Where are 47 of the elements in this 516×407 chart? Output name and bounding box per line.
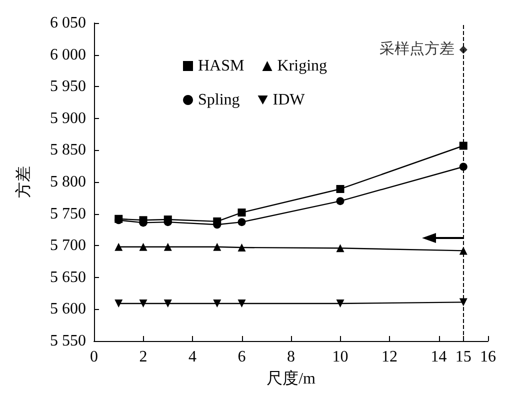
legend-label: IDW — [272, 92, 306, 108]
point — [336, 299, 344, 308]
point — [238, 244, 246, 252]
legend-label: Spling — [198, 92, 240, 108]
x-axis-title: 尺度/m — [266, 370, 316, 388]
point — [114, 242, 123, 251]
x-tick-label: 6 — [238, 348, 246, 366]
y-tick-label: 5 550 — [50, 332, 86, 350]
y-tick-label: 5 650 — [50, 268, 86, 286]
point — [238, 218, 246, 226]
x-tick-label: 10 — [332, 348, 348, 366]
x-tick-label: 4 — [188, 348, 196, 366]
y-tick-label: 5 700 — [50, 237, 86, 254]
point — [336, 197, 344, 206]
y-tick-label: 6 050 — [50, 14, 86, 32]
point — [459, 46, 468, 54]
y-tick-label: 5 750 — [50, 205, 86, 222]
legend-label: HASM — [198, 58, 244, 74]
point — [139, 299, 148, 308]
y-tick-label: 6 000 — [50, 46, 86, 64]
x-tick-label: 16 — [480, 348, 496, 366]
point — [336, 244, 344, 252]
y-tick-label: 5 950 — [50, 78, 86, 96]
series-label: 采样点方差 — [379, 40, 454, 58]
legend-label: Kriging — [277, 58, 328, 74]
y-axis-title: 方差 — [14, 166, 32, 198]
y-tick-label: 5 600 — [50, 300, 86, 318]
x-tick-label: 8 — [287, 348, 295, 366]
x-tick-label: 0 — [90, 348, 98, 366]
y-tick-label: 5 900 — [50, 110, 86, 127]
point — [459, 142, 468, 150]
x-tick-label: 15 — [455, 348, 472, 366]
point — [164, 299, 172, 308]
point — [114, 299, 123, 308]
y-tick-label: 5 800 — [50, 174, 86, 190]
point — [213, 242, 222, 251]
y-tick-label: 5 850 — [50, 142, 86, 159]
point — [336, 184, 344, 193]
point — [213, 299, 222, 308]
point — [238, 208, 246, 217]
point — [459, 298, 468, 306]
x-tick-label: 2 — [139, 348, 148, 366]
x-tick-label: 14 — [430, 348, 447, 366]
point — [139, 242, 148, 251]
x-tick-label: 12 — [382, 348, 398, 366]
point — [238, 299, 246, 308]
point — [164, 242, 172, 251]
